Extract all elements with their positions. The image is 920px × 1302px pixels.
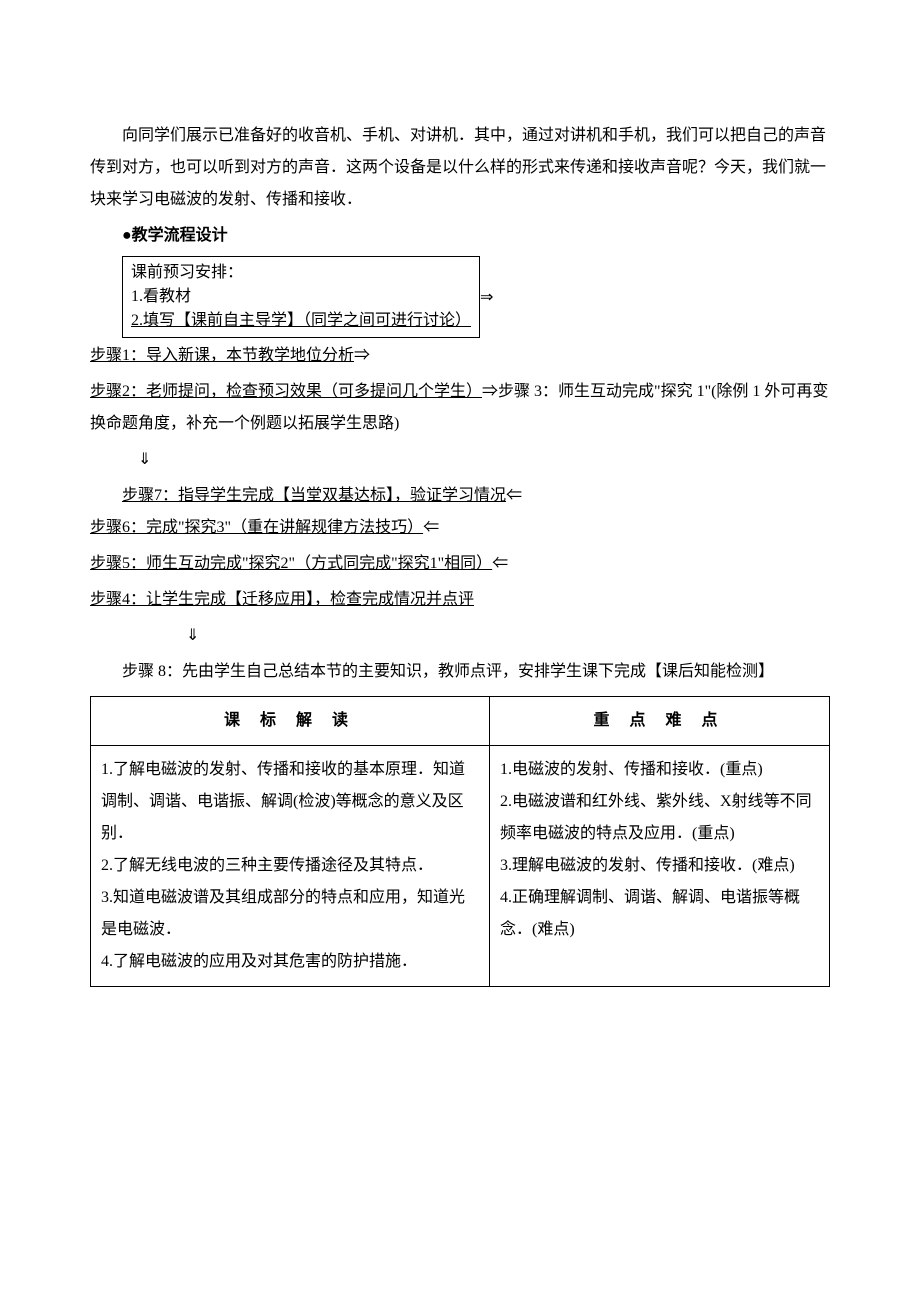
- arrow-right-icon: ⇒: [480, 282, 493, 314]
- arrow-right-icon: ⇒: [482, 383, 498, 400]
- step-2-3-line: 步骤2：老师提问，检查预习效果（可多提问几个学生）⇒步骤 3：师生互动完成"探究…: [90, 376, 830, 440]
- table-cell-right: 1.电磁波的发射、传播和接收．(重点)2.电磁波谱和红外线、紫外线、X射线等不同…: [490, 746, 830, 987]
- arrow-left-icon: ⇐: [492, 555, 508, 572]
- table-row: 1.了解电磁波的发射、传播和接收的基本原理．知道调制、调谐、电谐振、解调(检波)…: [91, 746, 830, 987]
- step-2-text: 步骤2：老师提问，检查预习效果（可多提问几个学生）: [90, 383, 482, 400]
- table-header-row: 课 标 解 读 重 点 难 点: [91, 697, 830, 746]
- step-8-line: 步骤 8：先由学生自己总结本节的主要知识，教师点评，安排学生课下完成【课后知能检…: [90, 656, 830, 688]
- step-6-text: 步骤6：完成"探究3"（重在讲解规律方法技巧）: [90, 519, 423, 536]
- step-7-text: 步骤7：指导学生完成【当堂双基达标】，验证学习情况: [122, 487, 506, 504]
- standards-table: 课 标 解 读 重 点 难 点 1.了解电磁波的发射、传播和接收的基本原理．知道…: [90, 696, 830, 987]
- step-6-line: 步骤6：完成"探究3"（重在讲解规律方法技巧）⇐: [90, 512, 830, 544]
- down-arrow-2: ⇓: [90, 620, 830, 652]
- arrow-left-icon: ⇐: [423, 519, 439, 536]
- arrow-left-icon: ⇐: [506, 487, 522, 504]
- table-header-right: 重 点 难 点: [490, 697, 830, 746]
- section-header: ●教学流程设计: [90, 220, 830, 252]
- step-4-text: 步骤4：让学生完成【迁移应用】，检查完成情况并点评: [90, 591, 474, 608]
- intro-paragraph: 向同学们展示已准备好的收音机、手机、对讲机．其中，通过对讲机和手机，我们可以把自…: [90, 120, 830, 216]
- prep-line-3: 2.填写【课前自主导学】（同学之间可进行讨论）: [131, 309, 471, 333]
- arrow-right-icon: ⇒: [354, 347, 370, 364]
- prep-line-1: 课前预习安排：: [131, 261, 471, 285]
- step-5-line: 步骤5：师生互动完成"探究2"（方式同完成"探究1"相同）⇐: [90, 548, 830, 580]
- step-1-line: 步骤1：导入新课，本节教学地位分析⇒: [90, 340, 830, 372]
- down-arrow-1: ⇓: [90, 444, 830, 476]
- prep-box: 课前预习安排： 1.看教材 2.填写【课前自主导学】（同学之间可进行讨论）: [122, 256, 480, 338]
- table-header-left: 课 标 解 读: [91, 697, 490, 746]
- step-7-line: 步骤7：指导学生完成【当堂双基达标】，验证学习情况⇐: [90, 480, 830, 512]
- step-5-text: 步骤5：师生互动完成"探究2"（方式同完成"探究1"相同）: [90, 555, 492, 572]
- prep-box-row: 课前预习安排： 1.看教材 2.填写【课前自主导学】（同学之间可进行讨论） ⇒: [90, 256, 830, 340]
- step-1-text: 步骤1：导入新课，本节教学地位分析: [90, 347, 354, 364]
- step-4-line: 步骤4：让学生完成【迁移应用】，检查完成情况并点评: [90, 584, 830, 616]
- prep-line-2: 1.看教材: [131, 285, 471, 309]
- table-cell-left: 1.了解电磁波的发射、传播和接收的基本原理．知道调制、调谐、电谐振、解调(检波)…: [91, 746, 490, 987]
